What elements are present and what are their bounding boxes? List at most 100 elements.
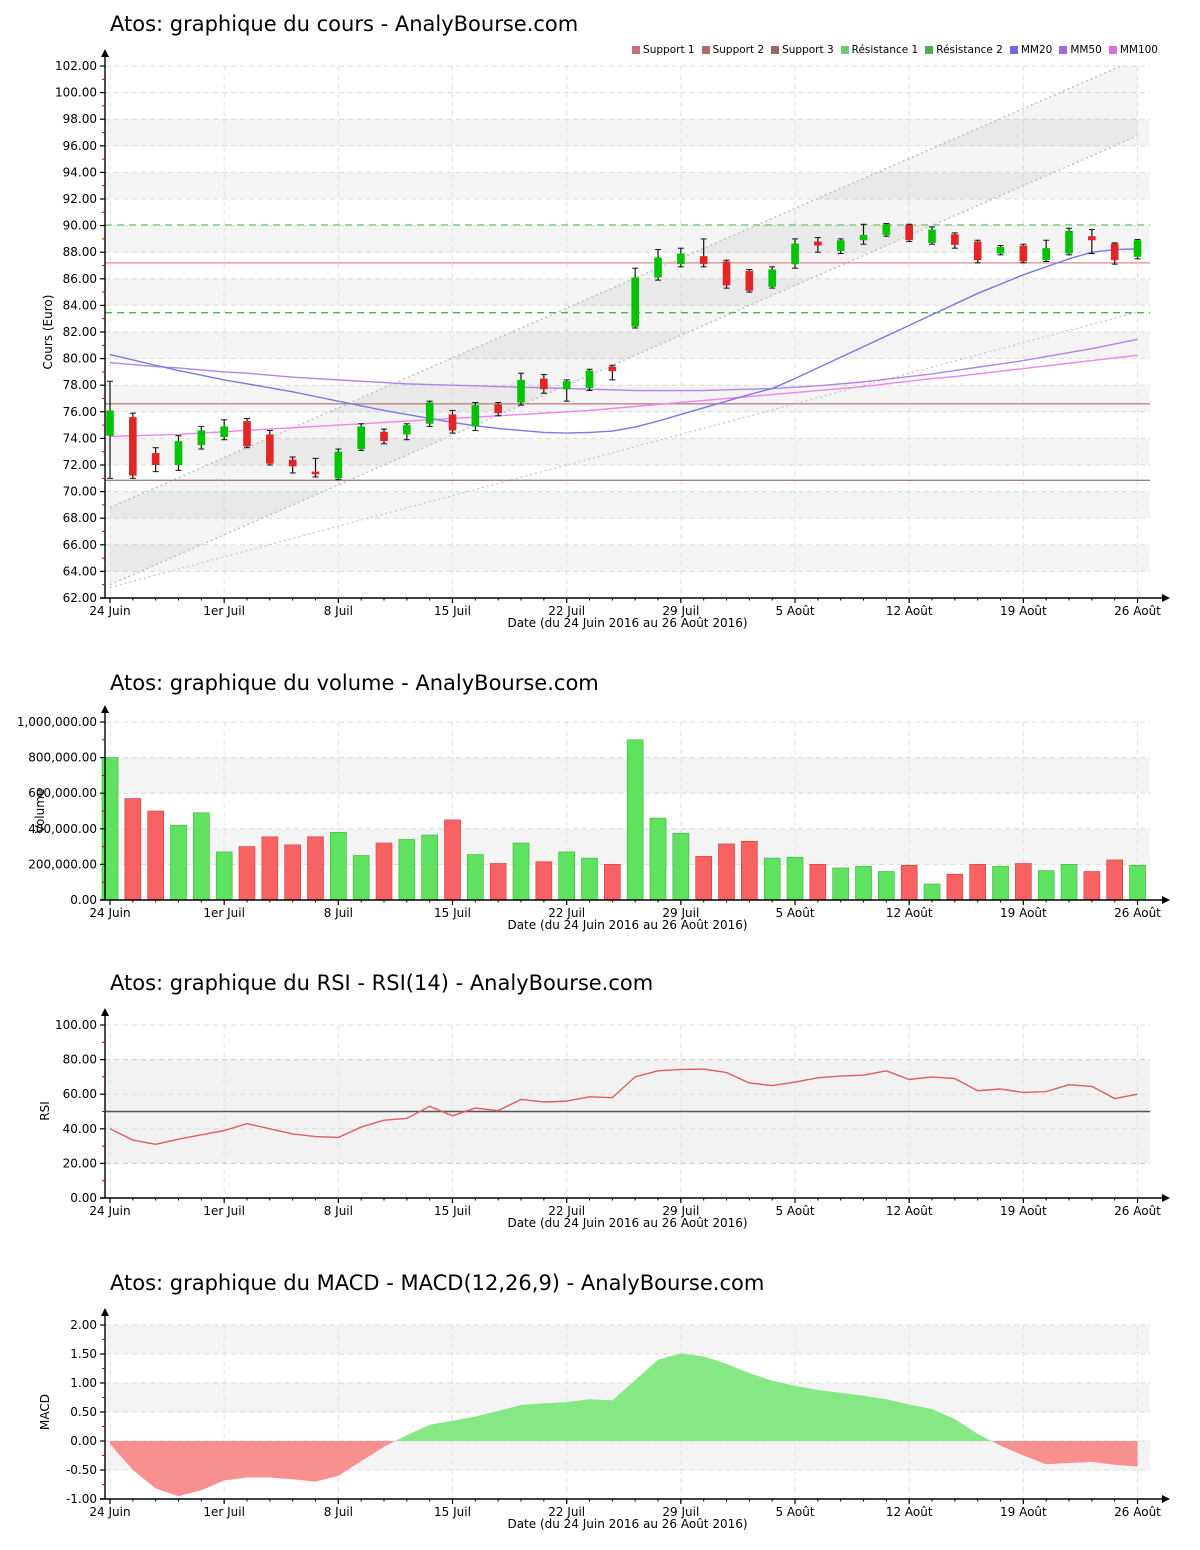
svg-text:12 Août: 12 Août: [886, 906, 933, 920]
legend-item-r-sistance-1: Résistance 1: [840, 44, 918, 56]
svg-text:29 Juil: 29 Juil: [662, 906, 699, 920]
price-x-axis-title: Date (du 24 Juin 2016 au 26 Août 2016): [507, 616, 748, 630]
macd-chart-title: Atos: graphique du MACD - MACD(12,26,9) …: [110, 1271, 765, 1295]
candle: [1019, 245, 1028, 262]
volume-bar: [261, 836, 279, 901]
svg-text:19 Août: 19 Août: [1000, 604, 1047, 618]
svg-text:94.00: 94.00: [63, 165, 97, 179]
svg-text:102.00: 102.00: [55, 59, 97, 73]
svg-text:86.00: 86.00: [63, 272, 97, 286]
candle: [722, 261, 731, 286]
svg-text:74.00: 74.00: [63, 431, 97, 445]
mm100-line: [109, 354, 1138, 438]
price-chart-title: Atos: graphique du cours - AnalyBourse.c…: [110, 12, 579, 36]
volume-bar: [284, 844, 301, 901]
x-axis-arrow-icon: [1162, 594, 1170, 602]
svg-text:19 Août: 19 Août: [1000, 906, 1047, 920]
svg-text:20.00: 20.00: [63, 1156, 97, 1170]
volume-bar: [855, 865, 872, 901]
svg-text:5 Août: 5 Août: [775, 604, 814, 618]
volume-bar: [398, 839, 416, 901]
macd-x-axis-title: Date (du 24 Juin 2016 au 26 Août 2016): [507, 1517, 748, 1531]
svg-text:12 Août: 12 Août: [886, 604, 933, 618]
volume-bar: [352, 855, 370, 901]
volume-bar: [1060, 864, 1078, 901]
svg-text:5 Août: 5 Août: [775, 906, 814, 920]
x-axis-arrow-icon: [1162, 896, 1170, 904]
svg-text:22 Juil: 22 Juil: [548, 906, 585, 920]
candle: [928, 229, 936, 243]
volume-bar: [421, 834, 438, 901]
candle: [973, 241, 982, 261]
volume-bar: [1106, 859, 1123, 901]
svg-text:12 Août: 12 Août: [886, 1204, 933, 1218]
svg-text:8 Juil: 8 Juil: [324, 1505, 353, 1519]
volume-bar: [124, 798, 142, 901]
svg-text:8 Juil: 8 Juil: [324, 604, 353, 618]
svg-text:72.00: 72.00: [63, 458, 97, 472]
svg-text:-0.50: -0.50: [66, 1463, 97, 1477]
candle: [403, 425, 411, 435]
volume-bar: [489, 863, 507, 901]
candle: [814, 241, 822, 246]
y-axis-arrow-icon: [101, 705, 109, 713]
svg-text:96.00: 96.00: [63, 139, 97, 153]
volume-bar: [238, 846, 256, 901]
svg-text:70.00: 70.00: [63, 485, 97, 499]
svg-text:0.50: 0.50: [70, 1405, 97, 1419]
svg-text:26 Août: 26 Août: [1114, 906, 1161, 920]
svg-text:8 Juil: 8 Juil: [324, 906, 353, 920]
candle: [129, 417, 137, 476]
legend-swatch-icon: [771, 46, 780, 54]
volume-bar: [330, 832, 347, 901]
candle: [631, 277, 639, 327]
rsi-y-axis-label: RSI: [38, 1101, 52, 1121]
svg-text:24 Juin: 24 Juin: [89, 604, 130, 618]
mm20-line: [109, 248, 1138, 434]
volume-bar: [604, 864, 621, 901]
volume-bar: [718, 843, 735, 901]
macd-area-positive: [110, 1353, 1138, 1441]
candle: [608, 366, 617, 372]
candle: [288, 459, 297, 467]
svg-text:-1.00: -1.00: [66, 1492, 97, 1506]
volume-bar: [946, 873, 964, 901]
svg-text:88.00: 88.00: [63, 245, 97, 259]
svg-text:15 Juil: 15 Juil: [434, 604, 471, 618]
candle: [1110, 243, 1119, 261]
svg-text:600,000.00: 600,000.00: [28, 786, 97, 800]
legend-item-mm50: MM50: [1059, 44, 1102, 56]
candle: [174, 441, 183, 465]
svg-text:19 Août: 19 Août: [1000, 1505, 1047, 1519]
svg-text:26 Août: 26 Août: [1114, 1505, 1161, 1519]
svg-text:29 Juil: 29 Juil: [662, 1204, 699, 1218]
candle: [699, 256, 708, 265]
candle: [1133, 240, 1142, 257]
svg-text:15 Juil: 15 Juil: [434, 1204, 471, 1218]
svg-text:15 Juil: 15 Juil: [434, 906, 471, 920]
volume-bar: [809, 864, 827, 901]
svg-text:1.00: 1.00: [70, 1376, 97, 1390]
svg-text:68.00: 68.00: [63, 511, 97, 525]
price-chart-legend: Support 1 Support 2 Support 3 Résistance 1 R…: [632, 44, 1158, 56]
volume-bar: [307, 836, 324, 901]
legend-item-r-sistance-2: Résistance 2: [925, 44, 1003, 56]
candle: [1065, 230, 1073, 254]
svg-text:15 Juil: 15 Juil: [434, 1505, 471, 1519]
candle: [1088, 236, 1096, 241]
svg-text:1er Juil: 1er Juil: [203, 1505, 245, 1519]
candle: [448, 414, 457, 431]
volume-chart-canvas: 1,000,000.00 800,000.00 600,000.00 400,000.…: [17, 705, 1170, 920]
candle: [562, 381, 571, 390]
legend-swatch-icon: [925, 46, 934, 54]
svg-text:22 Juil: 22 Juil: [548, 1505, 585, 1519]
y-axis-arrow-icon: [101, 1008, 109, 1016]
candle: [745, 270, 754, 291]
candle: [471, 405, 480, 427]
volume-bar: [786, 856, 804, 901]
candlestick-series: [106, 223, 1142, 481]
volume-bar: [170, 824, 187, 901]
svg-text:76.00: 76.00: [63, 405, 97, 419]
svg-text:26 Août: 26 Août: [1114, 1204, 1161, 1218]
